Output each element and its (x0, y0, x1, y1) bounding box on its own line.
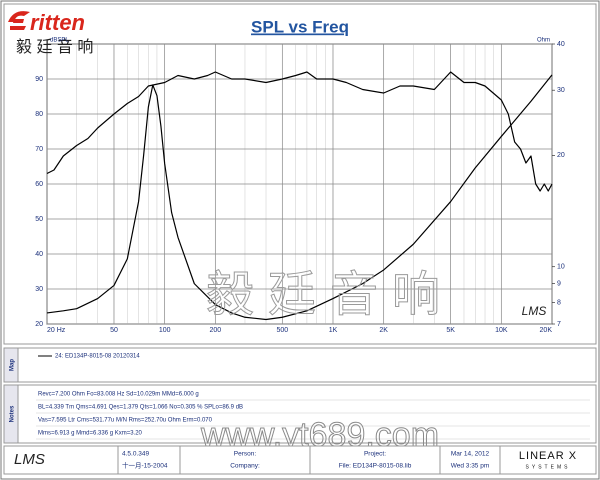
y2-tick-label: 10 (557, 264, 565, 271)
y-tick-label: 30 (35, 286, 43, 293)
note-line: Revc=7.200 Ohm Fo=83.008 Hz Sd=10.029m M… (38, 392, 199, 398)
footer-logo: LMS (14, 451, 45, 468)
notes-panel (3, 384, 597, 444)
y2-tick-label: 8 (557, 299, 561, 306)
y2-axis-label: Ohm (537, 38, 550, 44)
map-tab (3, 347, 19, 383)
map-label: Map (10, 359, 16, 371)
y-tick-label: 80 (35, 111, 43, 118)
y-tick-label: 60 (35, 181, 43, 188)
y-tick-label: 20 (35, 321, 43, 328)
footer-brand-sub: SYSTEMS (526, 464, 571, 470)
footer-time: Wed 3:35 pm (451, 463, 490, 470)
y-axis-label: dBSPL (50, 38, 69, 44)
y2-tick-label: 30 (557, 87, 565, 94)
series-line (46, 71, 553, 192)
grid: 20 Hz 50 100 200 500 1K 2K 5K 10K 20K 20 30 40 50 60 70… (35, 41, 565, 334)
note-line: BL=4.339 Tm Qms=4.691 Qes=1.379 Qts=1.06… (38, 405, 243, 411)
footer-version: 4.5.0.349 (122, 451, 149, 458)
y-tick-label: 70 (35, 146, 43, 153)
notes-label: Notes (10, 405, 16, 422)
footer-person: Person: (234, 451, 257, 458)
logo-brand: ritten (30, 10, 85, 35)
x-tick-label: 2K (379, 327, 388, 334)
y-tick-label: 90 (35, 76, 43, 83)
note-line: Vas=7.595 Ltr Cms=531.77u M/N Rms=252.70… (38, 418, 213, 424)
x-tick-label: 10K (495, 327, 508, 334)
y-tick-label: 40 (35, 251, 43, 258)
notes-lines: Revc=7.200 Ohm Fo=83.008 Hz Sd=10.029m M… (36, 392, 590, 440)
footer-frame (3, 445, 597, 475)
x-tick-label: 1K (329, 327, 338, 334)
logo-chinese: 毅 廷 音 响 (16, 38, 93, 56)
x-tick-label: 20 Hz (47, 327, 66, 334)
footer-date: Mar 14, 2012 (451, 451, 490, 458)
footer: LMS 4.5.0.349 十一月-15-2004 Person: Compan… (3, 445, 597, 475)
x-tick-label: 100 (159, 327, 171, 334)
watermark-chinese: 毅廷音响 (206, 269, 454, 322)
x-tick-label: 20K (540, 327, 553, 334)
notes-tab (3, 384, 19, 444)
x-tick-label: 200 (209, 327, 221, 334)
y2-tick-label: 7 (557, 321, 561, 328)
x-tick-label: 50 (110, 327, 118, 334)
y-tick-label: 50 (35, 216, 43, 223)
annotation: LMS (522, 304, 547, 318)
x-tick-label: 5K (446, 327, 455, 334)
footer-build-date: 十一月-15-2004 (122, 461, 168, 470)
y2-tick-label: 20 (557, 152, 565, 159)
y2-tick-label: 9 (557, 280, 561, 287)
logo-mark (8, 11, 30, 30)
x-tick-label: 500 (276, 327, 288, 334)
footer-file: File: ED134P-8015-08.lib (339, 463, 412, 470)
legend-entry: 24: ED134P-8015-08 20120314 (55, 354, 140, 360)
footer-company: Company: (230, 463, 260, 470)
marks (46, 71, 553, 321)
y2-tick-label: 40 (557, 41, 565, 48)
note-line: Mms=6.913 g Mmd=6.336 g Kxm=3.20 (38, 431, 143, 437)
series-line (46, 74, 553, 321)
map-panel (3, 347, 597, 383)
footer-project: Project: (364, 451, 386, 458)
footer-brand: LINEAR X (519, 450, 577, 462)
chart-title: SPL vs Freq (251, 17, 349, 36)
